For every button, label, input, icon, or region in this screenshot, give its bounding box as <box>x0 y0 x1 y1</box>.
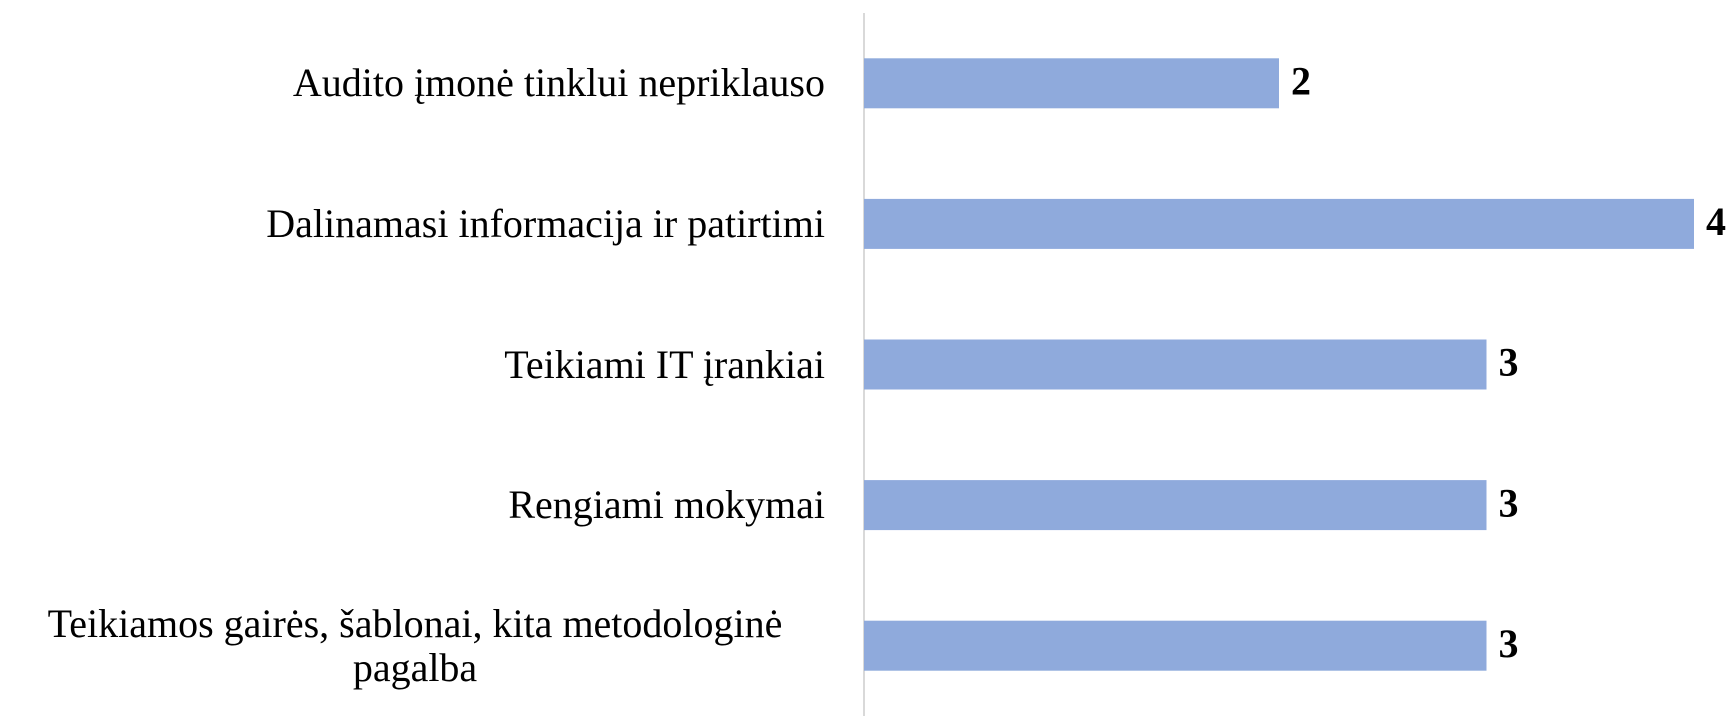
category-label: Audito įmonė tinklui nepriklauso <box>292 60 825 106</box>
value-label: 2 <box>1291 58 1311 103</box>
value-label: 4 <box>1706 199 1726 244</box>
bar <box>864 198 1694 249</box>
value-label: 3 <box>1499 480 1519 525</box>
bar <box>864 339 1487 390</box>
value-label: 3 <box>1499 621 1519 666</box>
category-label: Dalinamasi informacija ir patirtimi <box>266 200 825 246</box>
bar <box>864 58 1279 109</box>
bar <box>864 620 1487 671</box>
category-label: Rengiami mokymai <box>508 482 825 528</box>
category-label: Teikiami IT įrankiai <box>504 341 825 387</box>
value-label: 3 <box>1499 340 1519 385</box>
bar <box>864 480 1487 531</box>
category-label: Teikiamos gairės, šablonai, kita metodol… <box>47 600 783 690</box>
